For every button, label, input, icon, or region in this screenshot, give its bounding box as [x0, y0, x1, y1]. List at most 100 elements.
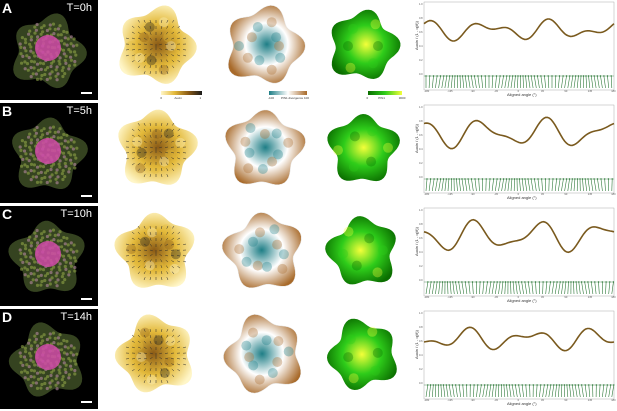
x-tick-label: -135 [447, 296, 453, 299]
pin1-map [318, 206, 408, 306]
colorbar-max-label: 3000 [398, 96, 406, 100]
y-tick-label: 0.2 [419, 265, 423, 268]
x-tick-label: 45 [541, 193, 544, 196]
pin1-map [318, 309, 408, 409]
x-axis-label: Aligned angle (°) [507, 298, 537, 303]
scale-bar [81, 298, 92, 300]
x-tick-label: -90 [470, 193, 475, 196]
x-tick-label: 180 [611, 193, 616, 196]
colorbar-title: PIN1 [378, 96, 385, 100]
colorbar [161, 91, 203, 95]
x-tick-label: 180 [611, 296, 616, 299]
colorbar-title: Auxin [174, 96, 182, 100]
y-tick-label: 1.0 [419, 312, 423, 315]
y-tick-label: 0.8 [419, 17, 423, 20]
auxin-angle-plot: -180 -135 -90 -45 0 45 90 135 180 1.0 0.8 0.6 0.4 0.2… [412, 206, 617, 306]
figure-row: D T=14h -180 -135 -90 -45 0 45 90 135 180 1.0 0.8 0.6… [0, 309, 617, 409]
time-label: T=10h [60, 208, 93, 220]
y-tick-label: 0.4 [419, 251, 423, 254]
x-tick-label: 180 [611, 90, 616, 93]
time-label: T=14h [60, 311, 93, 323]
divergence-map: -100 100 PIN1 divergence [214, 0, 314, 100]
panel-letter: C [2, 206, 13, 222]
auxin-map [102, 309, 210, 409]
x-tick-label: 135 [587, 296, 593, 299]
y-tick-label: 0.6 [419, 237, 423, 240]
x-tick-label: 180 [611, 399, 616, 402]
x-axis-label: Aligned angle (°) [507, 401, 537, 406]
panel-letter: A [2, 0, 13, 16]
y-axis-label: Auxin / (1 - q(θ)) [414, 21, 419, 50]
pin1-map [318, 103, 408, 203]
y-axis-label: Auxin / (1 - q(θ)) [414, 330, 419, 359]
y-tick-label: 0.0 [419, 382, 423, 385]
pin1-map: 0 3000 PIN1 [318, 0, 408, 100]
colorbar [367, 91, 402, 95]
auxin-curve [423, 116, 615, 150]
divergence-map [214, 309, 314, 409]
y-tick-label: 0.4 [419, 148, 423, 151]
auxin-curve [423, 18, 615, 42]
x-axis-label: Aligned angle (°) [507, 195, 537, 200]
x-tick-label: -45 [494, 90, 498, 93]
x-tick-label: -90 [470, 399, 475, 402]
microscopy-image: C T=10h [0, 206, 98, 306]
y-tick-label: 0.8 [419, 223, 423, 226]
microscopy-image: B T=5h [0, 103, 98, 203]
colorbar-title: PIN1 divergence [281, 96, 304, 100]
scale-bar [81, 195, 92, 197]
x-tick-label: -180 [424, 90, 430, 93]
x-tick-label: 0 [517, 296, 520, 299]
x-tick-label: 90 [564, 90, 568, 93]
x-tick-label: 0 [517, 90, 520, 93]
x-tick-label: -180 [424, 296, 430, 299]
y-tick-label: 0.0 [419, 176, 423, 179]
x-tick-label: 135 [587, 90, 593, 93]
figure-row: A T=0h 0 1 Auxin -100 100 PIN1 divergence 0 3000 P… [0, 0, 617, 100]
y-tick-label: 0.6 [419, 134, 423, 137]
y-tick-label: 1.0 [419, 106, 423, 109]
y-tick-label: 0.0 [419, 279, 423, 282]
x-tick-label: -135 [447, 193, 453, 196]
colorbar-min-label: -100 [268, 96, 275, 100]
x-tick-label: -90 [470, 90, 475, 93]
y-tick-label: 0.0 [419, 73, 423, 76]
y-tick-label: 0.2 [419, 162, 423, 165]
figure-row: C T=10h -180 -135 -90 -45 0 45 90 135 180 1.0 0.8 0.6… [0, 206, 617, 306]
time-label: T=0h [66, 2, 92, 14]
x-tick-label: 90 [564, 399, 568, 402]
colorbar-min-label: 0 [160, 96, 163, 100]
x-tick-label: -45 [494, 296, 498, 299]
y-tick-label: 1.0 [419, 209, 423, 212]
colorbar-max-label: 1 [199, 96, 202, 100]
divergence-map [214, 103, 314, 203]
colorbar [269, 91, 307, 95]
scale-bar [81, 401, 92, 403]
x-tick-label: -90 [470, 296, 475, 299]
microscopy-image: D T=14h [0, 309, 98, 409]
x-tick-label: -180 [424, 399, 430, 402]
auxin-map [102, 103, 210, 203]
y-tick-label: 0.8 [419, 326, 423, 329]
x-tick-label: 45 [541, 296, 544, 299]
y-tick-label: 0.2 [419, 59, 423, 62]
time-label: T=5h [66, 105, 92, 117]
x-tick-label: -135 [447, 90, 453, 93]
y-axis-label: Auxin / (1 - q(θ)) [414, 227, 419, 256]
x-axis-label: Aligned angle (°) [507, 92, 537, 97]
x-tick-label: 90 [564, 193, 568, 196]
x-tick-label: 45 [541, 90, 544, 93]
divergence-map [214, 206, 314, 306]
panel-letter: B [2, 103, 13, 119]
x-tick-label: -135 [447, 399, 453, 402]
x-tick-label: -45 [494, 193, 498, 196]
y-tick-label: 0.4 [419, 354, 423, 357]
x-tick-label: 0 [517, 399, 520, 402]
microscopy-image: A T=0h [0, 0, 98, 100]
colorbar-max-label: 100 [304, 96, 310, 100]
auxin-map [102, 206, 210, 306]
y-tick-label: 0.4 [419, 45, 423, 48]
auxin-map: 0 1 Auxin [102, 0, 210, 100]
auxin-curve [423, 218, 615, 254]
